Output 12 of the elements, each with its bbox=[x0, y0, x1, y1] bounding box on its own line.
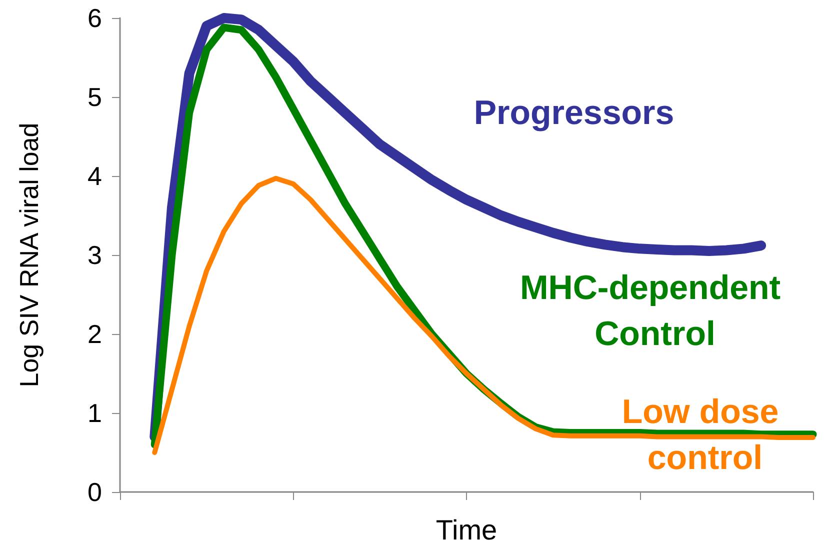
y-axis-title: Log SIV RNA viral load bbox=[14, 122, 44, 388]
y-tick-label: 1 bbox=[88, 398, 102, 428]
y-tick-label: 4 bbox=[88, 161, 102, 191]
series-label: Low dose control bbox=[622, 393, 788, 477]
y-tick-label: 6 bbox=[88, 3, 102, 33]
y-tick-label: 3 bbox=[88, 240, 102, 270]
y-tick-label: 2 bbox=[88, 319, 102, 349]
series-label: MHC-dependent Control bbox=[520, 269, 790, 353]
x-axis-title: Time bbox=[436, 514, 498, 546]
series-label: Progressors bbox=[474, 94, 674, 132]
y-tick-label: 0 bbox=[88, 477, 102, 507]
y-tick-label: 5 bbox=[88, 82, 102, 112]
